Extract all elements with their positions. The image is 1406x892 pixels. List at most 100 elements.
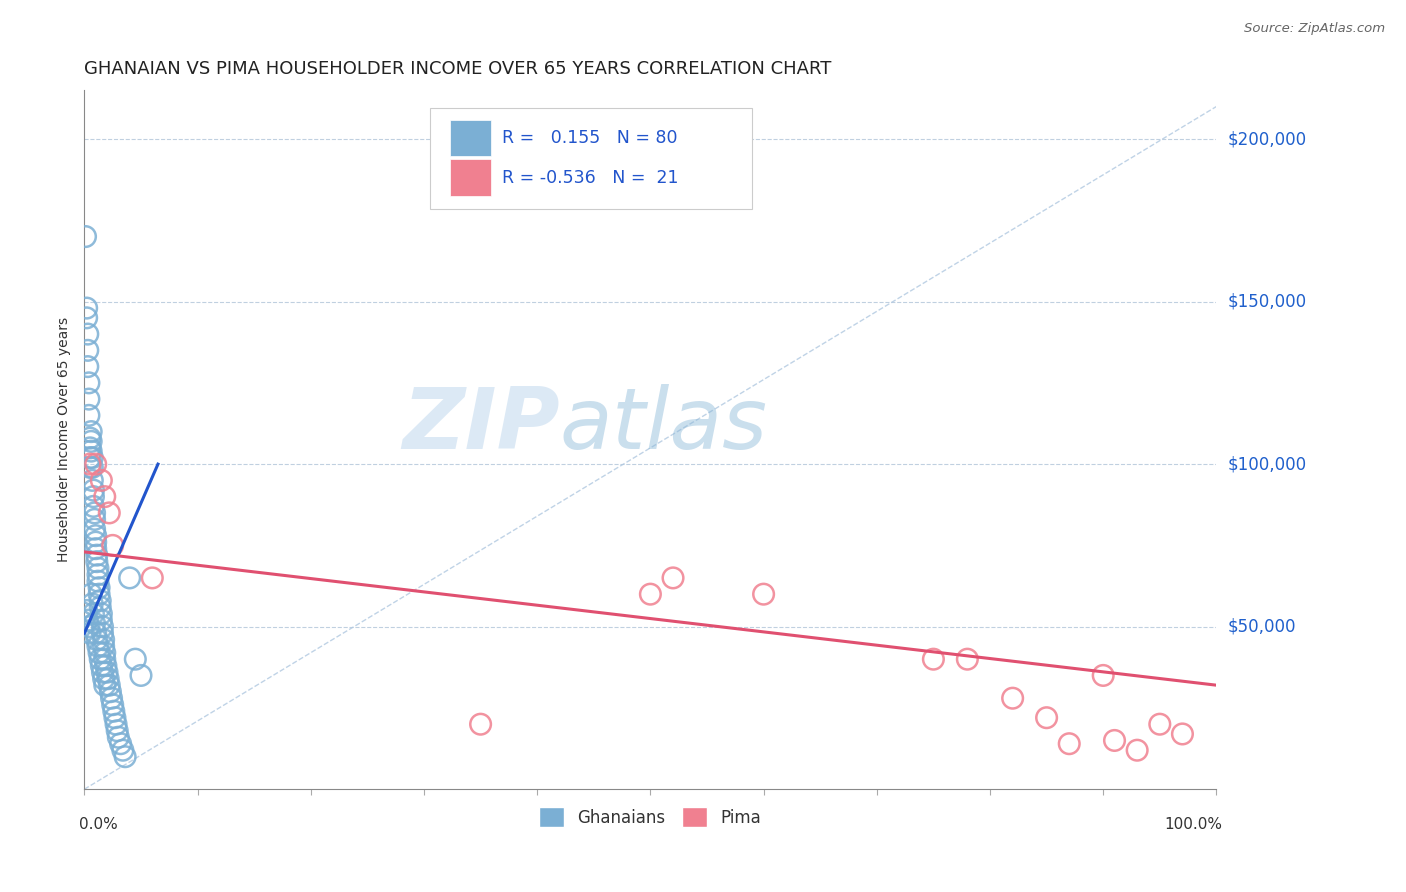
- Point: [91, 626, 114, 640]
- Point: [89, 593, 111, 607]
- Point: [94, 646, 117, 660]
- Point: [82, 500, 104, 514]
- Point: [90, 658, 112, 673]
- Point: [77, 620, 100, 634]
- Point: [83, 522, 105, 536]
- Point: [86, 548, 108, 562]
- Text: R = -0.536   N =  21: R = -0.536 N = 21: [502, 169, 679, 186]
- Point: [82, 483, 104, 497]
- FancyBboxPatch shape: [450, 120, 491, 156]
- Point: [75, 229, 97, 244]
- Point: [82, 474, 104, 488]
- Text: $100,000: $100,000: [1227, 455, 1306, 473]
- Point: [84, 541, 107, 556]
- Point: [1104, 733, 1126, 747]
- Point: [1149, 717, 1171, 731]
- Point: [98, 506, 121, 520]
- Point: [1126, 743, 1149, 757]
- Point: [83, 512, 105, 526]
- Point: [86, 632, 108, 647]
- Point: [114, 749, 136, 764]
- Point: [77, 376, 100, 390]
- Point: [1035, 711, 1057, 725]
- Point: [662, 571, 685, 585]
- Point: [80, 444, 103, 458]
- Point: [83, 506, 105, 520]
- Point: [90, 613, 112, 627]
- Point: [94, 652, 117, 666]
- Point: [77, 409, 100, 423]
- Point: [93, 632, 115, 647]
- Point: [1092, 668, 1115, 682]
- Point: [84, 626, 107, 640]
- Point: [76, 359, 98, 374]
- Text: $200,000: $200,000: [1227, 130, 1306, 148]
- Point: [103, 704, 125, 718]
- Point: [104, 711, 127, 725]
- Point: [107, 730, 129, 744]
- Point: [1057, 737, 1080, 751]
- Point: [82, 490, 104, 504]
- Point: [86, 555, 108, 569]
- Point: [87, 574, 110, 589]
- Text: R =   0.155   N = 80: R = 0.155 N = 80: [502, 128, 678, 147]
- Point: [640, 587, 662, 601]
- Point: [100, 691, 122, 706]
- Point: [82, 597, 104, 611]
- Point: [91, 665, 114, 680]
- Point: [111, 743, 134, 757]
- Point: [80, 425, 103, 439]
- Point: [96, 665, 118, 680]
- Point: [110, 737, 132, 751]
- Point: [141, 571, 163, 585]
- Legend: Ghanaians, Pima: Ghanaians, Pima: [533, 801, 768, 833]
- Point: [87, 646, 110, 660]
- Point: [94, 490, 117, 504]
- Point: [76, 327, 98, 342]
- Point: [82, 460, 104, 475]
- Point: [752, 587, 775, 601]
- FancyBboxPatch shape: [430, 108, 752, 209]
- Point: [87, 561, 110, 575]
- Point: [90, 607, 112, 621]
- Point: [94, 658, 117, 673]
- Point: [84, 529, 107, 543]
- Point: [76, 613, 98, 627]
- Point: [105, 717, 128, 731]
- Point: [89, 600, 111, 615]
- Point: [83, 616, 105, 631]
- Point: [93, 672, 115, 686]
- Point: [79, 441, 101, 455]
- Point: [84, 457, 107, 471]
- Point: [118, 571, 141, 585]
- Point: [89, 652, 111, 666]
- Point: [97, 672, 120, 686]
- Point: [94, 678, 117, 692]
- Point: [87, 587, 110, 601]
- Point: [76, 310, 98, 325]
- Point: [77, 392, 100, 406]
- Point: [129, 668, 152, 682]
- Text: Source: ZipAtlas.com: Source: ZipAtlas.com: [1244, 22, 1385, 36]
- Text: $50,000: $50,000: [1227, 617, 1296, 636]
- Point: [90, 474, 112, 488]
- Y-axis label: Householder Income Over 65 years: Householder Income Over 65 years: [58, 318, 72, 562]
- Point: [87, 581, 110, 595]
- Point: [87, 567, 110, 582]
- Point: [79, 626, 101, 640]
- Point: [76, 603, 98, 617]
- Point: [101, 538, 124, 552]
- Point: [93, 639, 115, 653]
- Point: [91, 620, 114, 634]
- Point: [87, 639, 110, 653]
- Point: [1001, 691, 1024, 706]
- Text: $150,000: $150,000: [1227, 293, 1306, 310]
- Text: GHANAIAN VS PIMA HOUSEHOLDER INCOME OVER 65 YEARS CORRELATION CHART: GHANAIAN VS PIMA HOUSEHOLDER INCOME OVER…: [84, 60, 832, 78]
- Point: [79, 457, 101, 471]
- Text: 0.0%: 0.0%: [79, 817, 118, 832]
- Point: [956, 652, 979, 666]
- Point: [1171, 727, 1194, 741]
- Point: [82, 450, 104, 465]
- Point: [79, 431, 101, 445]
- Point: [470, 717, 492, 731]
